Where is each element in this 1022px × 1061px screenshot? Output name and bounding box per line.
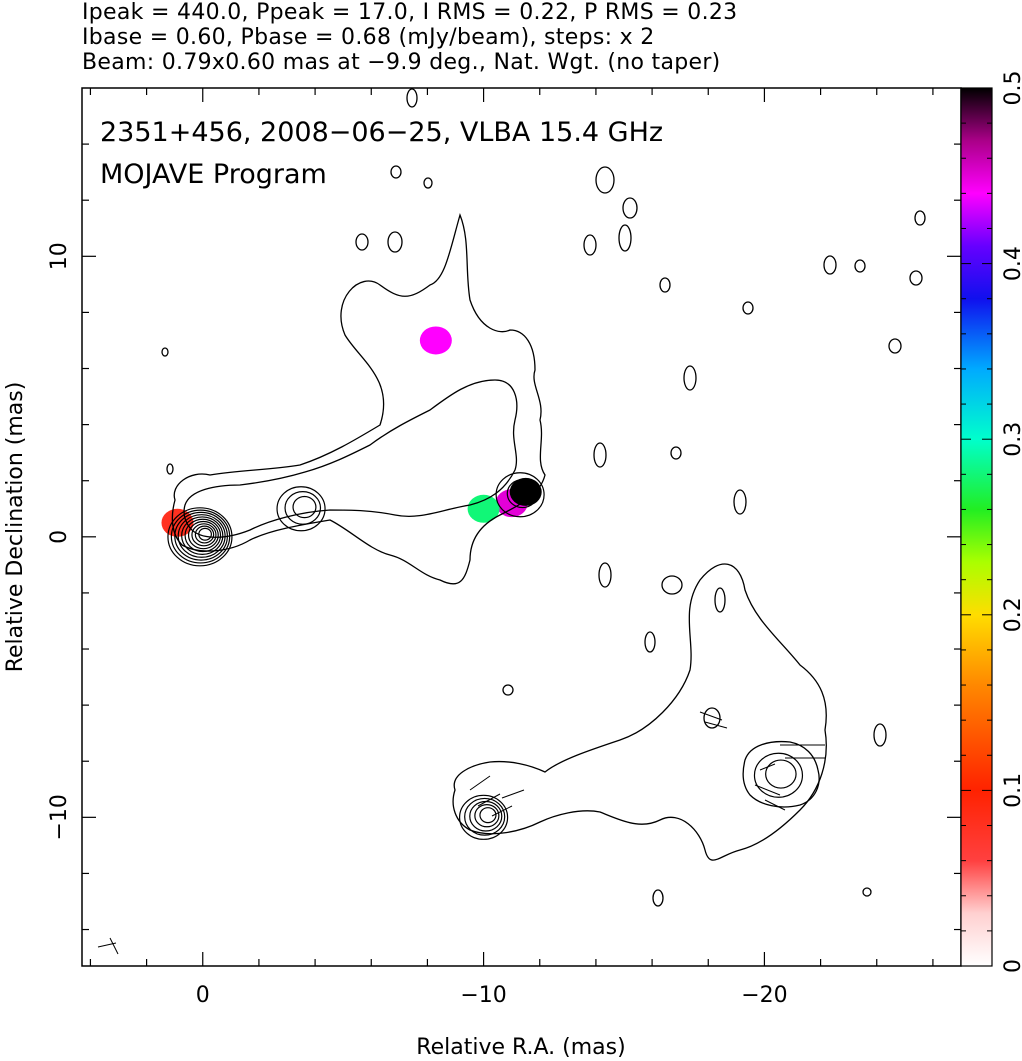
contour-island <box>166 463 174 475</box>
component-contours <box>167 472 804 840</box>
axis-tick-labels: 0 −10 −20 10 0 −10 <box>47 242 788 1008</box>
contour-island <box>914 210 926 226</box>
contour-island <box>618 224 632 252</box>
contour-island <box>598 562 612 588</box>
contour-island <box>873 723 887 747</box>
plot-header: Ipeak = 440.0, Ppeak = 17.0, I RMS = 0.2… <box>82 0 737 75</box>
lower-jet-outer-contour <box>452 563 827 861</box>
contour-island <box>823 255 837 275</box>
colorbar <box>960 87 993 967</box>
x-tick-label: 0 <box>196 983 210 1008</box>
contour-ring-southwest-lobe <box>765 759 797 789</box>
contour-layer <box>97 88 926 955</box>
colorbar-gradient <box>960 87 993 967</box>
contour-ring-core <box>191 523 217 547</box>
y-tick-label: −10 <box>47 794 72 840</box>
contour-island <box>622 197 638 219</box>
plot-frame <box>81 87 962 967</box>
contour-island <box>888 338 902 354</box>
header-base-line: Ibase = 0.60, Pbase = 0.68 (mJy/beam), s… <box>82 25 655 50</box>
colorbar-tick-label: 0.1 <box>1001 773 1022 808</box>
polarization-patch <box>467 494 500 523</box>
contour-island <box>595 166 615 194</box>
contour-ring-knot <box>292 495 317 519</box>
colorbar-tick-label: 0 <box>1001 959 1022 973</box>
contour-ring-core <box>167 507 233 567</box>
contour-ring-second-core <box>474 804 500 828</box>
contour-island <box>355 233 369 251</box>
contour-island <box>733 489 747 515</box>
contour-ring-second-core <box>464 797 506 836</box>
lower-jet-mid-contour <box>742 740 820 808</box>
pol-vector-ticks <box>97 711 825 955</box>
contour-island <box>423 177 433 189</box>
colorbar-ticks <box>961 87 992 967</box>
polarization-patch <box>161 508 194 537</box>
contour-ring-core <box>181 516 224 555</box>
contour-island <box>854 259 866 273</box>
source-title: 2351+456, 2008−06−25, VLBA 15.4 GHz <box>100 117 663 148</box>
contour-island <box>659 277 671 293</box>
jet-mid-contour <box>183 379 518 538</box>
contour-island <box>593 442 607 468</box>
contour-island <box>406 88 418 108</box>
contour-island <box>670 446 682 460</box>
polarization-layer <box>161 326 542 537</box>
contour-island <box>652 889 664 907</box>
contour-island <box>583 234 597 256</box>
contour-ring-core <box>177 514 226 558</box>
y-tick-label: 0 <box>47 530 72 544</box>
contour-ring-core <box>184 518 222 553</box>
contour-island <box>862 887 872 897</box>
contour-ring-core <box>174 511 228 561</box>
contour-island <box>683 365 697 391</box>
contour-ring-second-core <box>479 807 497 824</box>
program-name: MOJAVE Program <box>100 159 327 190</box>
jet-outer-contour <box>171 212 546 585</box>
x-tick-label: −20 <box>741 983 787 1008</box>
contour-ring-core <box>170 509 231 564</box>
contour-ring-knot <box>276 486 326 532</box>
plot-area <box>97 88 926 955</box>
polarization-patch <box>419 326 452 355</box>
header-peaks-line: Ipeak = 440.0, Ppeak = 17.0, I RMS = 0.2… <box>82 0 738 25</box>
colorbar-tick-label: 0.4 <box>1001 246 1022 281</box>
contour-island <box>161 347 169 357</box>
contour-ring-knot <box>284 491 322 525</box>
contour-ring-core <box>187 520 219 550</box>
colorbar-tick-label: 0.5 <box>1001 71 1022 106</box>
contour-island <box>742 301 754 315</box>
colorbar-tick-label: 0.3 <box>1001 422 1022 457</box>
contour-ring-core <box>198 527 212 541</box>
contour-ring-jet-bend <box>495 472 545 518</box>
y-axis-label: Relative Declination (mas) <box>3 382 28 673</box>
y-tick-label: 10 <box>47 242 72 270</box>
header-beam-line: Beam: 0.79x0.60 mas at −9.9 deg., Nat. W… <box>82 50 721 75</box>
contour-island <box>390 165 402 179</box>
contour-island <box>387 231 403 253</box>
contour-ring-jet-bend <box>506 478 539 509</box>
contour-island <box>644 631 656 653</box>
contour-island <box>661 575 683 595</box>
colorbar-tick-labels: 0 0.1 0.2 0.3 0.4 0.5 <box>1001 71 1022 974</box>
x-axis-label: Relative R.A. (mas) <box>416 1035 625 1060</box>
contour-island <box>909 270 923 286</box>
colorbar-tick-label: 0.2 <box>1001 597 1022 632</box>
x-tick-label: −10 <box>460 983 506 1008</box>
axis-ticks <box>82 88 961 966</box>
contour-ring-second-core <box>458 794 509 840</box>
contour-ring-southwest-lobe <box>753 752 804 798</box>
contour-ring-core <box>194 525 215 544</box>
contour-island <box>502 684 514 696</box>
contour-ring-second-core <box>469 800 503 832</box>
contour-island <box>714 587 726 613</box>
contour-island <box>703 707 721 729</box>
